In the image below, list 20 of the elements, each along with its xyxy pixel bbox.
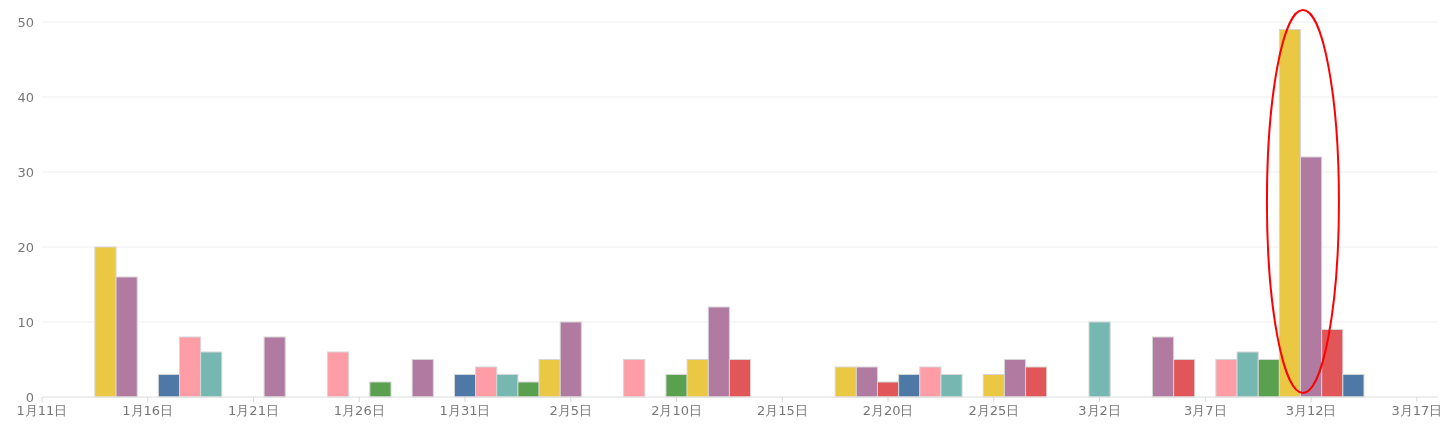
x-tick-label: 3月2日 (1078, 403, 1121, 418)
x-tick-label: 1月21日 (228, 403, 279, 418)
x-tick-label: 3月17日 (1391, 403, 1443, 418)
y-tick-label: 30 (17, 164, 34, 180)
x-tick-label: 3月12日 (1285, 403, 1337, 418)
y-tick-label: 50 (17, 14, 34, 30)
x-tick-label: 2月10日 (651, 403, 702, 418)
x-tick-label: 2月15日 (756, 403, 808, 418)
x-tick-label: 2月5日 (549, 403, 593, 418)
x-tick-label: 1月16日 (122, 403, 174, 418)
y-tick-label: 0 (25, 389, 34, 405)
x-tick-label: 3月7日 (1184, 403, 1227, 418)
x-tick-label: 2月25日 (968, 403, 1020, 418)
y-tick-label: 10 (17, 314, 34, 330)
x-tick-label: 1月31日 (439, 403, 491, 418)
x-tick-label: 2月20日 (862, 403, 914, 418)
x-tick-label: 1月26日 (333, 403, 385, 418)
x-tick-label: 1月11日 (16, 403, 68, 418)
y-tick-label: 20 (17, 239, 34, 255)
y-tick-label: 40 (17, 89, 34, 105)
